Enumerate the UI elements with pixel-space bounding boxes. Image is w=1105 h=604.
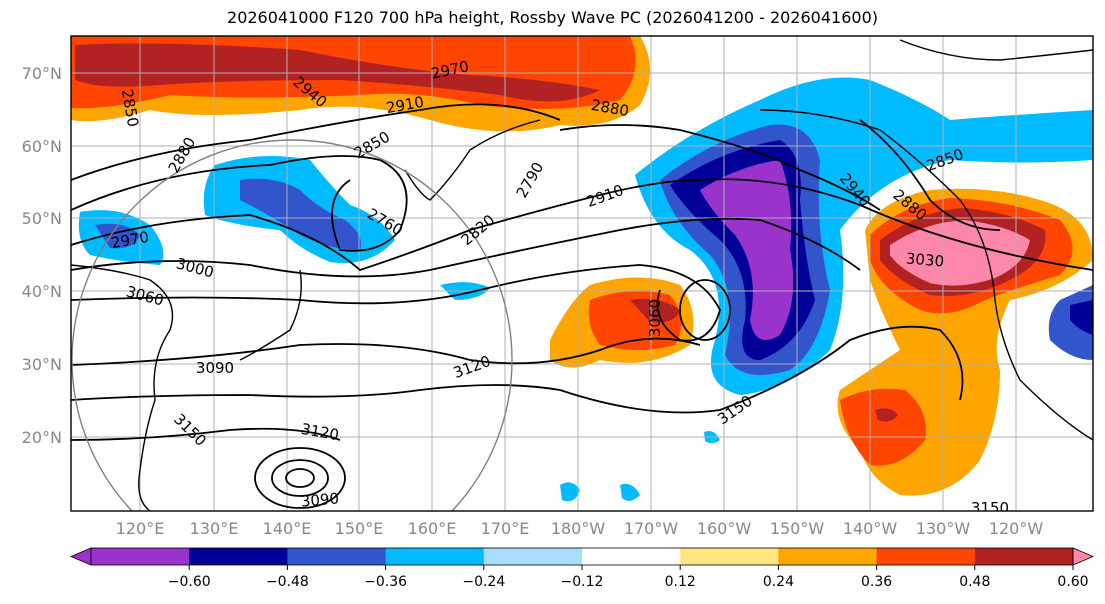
colorbar-segment xyxy=(189,548,288,565)
contour-high-mid xyxy=(271,459,329,497)
shade-darkred-south xyxy=(875,408,898,422)
contour-label: 3090 xyxy=(300,489,340,510)
coastlines xyxy=(71,39,1093,511)
colorbar-segment xyxy=(974,548,1074,565)
coast-japan xyxy=(239,269,302,361)
colorbar-tick-label: −0.36 xyxy=(364,574,407,590)
colorbar-segment xyxy=(876,548,976,565)
contour-low-central xyxy=(679,279,731,341)
graticule xyxy=(71,36,1093,511)
colorbar-tick-label: 0.36 xyxy=(861,574,892,590)
shade-redorange-south xyxy=(840,388,926,466)
contour-label: 3030 xyxy=(905,249,945,270)
contour-3000 xyxy=(71,217,861,278)
shade-navy-east xyxy=(1070,300,1093,335)
shade-pink-ridge xyxy=(890,220,1030,286)
contour-2940 xyxy=(559,124,881,211)
reference-circle xyxy=(71,139,513,511)
colorbar-tick-label: −0.60 xyxy=(168,574,211,590)
contour-2880-east xyxy=(859,119,1001,231)
shade-purple-trough xyxy=(700,160,794,340)
longitude-labels: 120°E 130°E 140°E 150°E 160°E 170°E 180°W 170°W… xyxy=(116,519,1044,538)
map-title: 2026041000 F120 700 hPa height, Rossby W… xyxy=(227,8,878,27)
colorbar-segment xyxy=(287,548,387,565)
contour-high-inner xyxy=(285,468,315,488)
colorbar-extend-min xyxy=(69,547,92,566)
longitude-label: 170°E xyxy=(481,519,530,538)
longitude-label: 120°E xyxy=(116,519,165,538)
colorbar-tick-label: 0.24 xyxy=(763,574,794,590)
contour-label-text: 3030 xyxy=(905,249,945,270)
shade-darkred-central xyxy=(630,298,680,323)
latitude-label: 40°N xyxy=(22,282,62,301)
contour-label-text: 3090 xyxy=(196,359,234,377)
colorbar-segment xyxy=(778,548,878,565)
colorbar-segment xyxy=(483,548,583,565)
shade-darkred-north xyxy=(75,43,600,102)
longitude-label: 160°W xyxy=(697,519,752,538)
coast-asia xyxy=(71,264,174,511)
shade-blue-nwp xyxy=(240,178,361,250)
colorbar-tick-label: 0.12 xyxy=(665,574,696,590)
longitude-label: 140°W xyxy=(843,519,898,538)
contour-label: 3060 xyxy=(646,299,664,337)
coast-north-america xyxy=(759,109,1093,441)
longitude-label: 150°E xyxy=(335,519,384,538)
latitude-label: 60°N xyxy=(22,137,62,156)
contour-3120-south xyxy=(71,427,341,441)
shade-sky-speck1 xyxy=(560,482,580,502)
latitude-label: 30°N xyxy=(22,355,62,374)
colorbar-tick-label: 0.48 xyxy=(959,574,990,590)
contour-3150 xyxy=(71,325,964,414)
height-contours xyxy=(71,103,1093,509)
map-frame xyxy=(70,35,1094,512)
longitude-label: 180°W xyxy=(551,519,606,538)
longitude-label: 160°E xyxy=(408,519,457,538)
colorbar-tick-label: 0.60 xyxy=(1057,574,1088,590)
contour-label: 3150 xyxy=(971,499,1009,517)
latitude-label: 20°N xyxy=(22,428,62,447)
longitude-label: 170°W xyxy=(624,519,679,538)
colorbar-tick-label: −0.48 xyxy=(266,574,309,590)
contour-2910 xyxy=(71,103,561,181)
longitude-label: 130°W xyxy=(916,519,971,538)
contour-2850 xyxy=(71,155,408,252)
latitude-labels: 70°N 60°N 50°N 40°N 30°N 20°N xyxy=(22,64,62,447)
coast-kamchatka xyxy=(404,119,541,201)
contour-label-text: 3150 xyxy=(971,499,1009,517)
longitude-label: 120°W xyxy=(989,519,1044,538)
latitude-label: 70°N xyxy=(22,64,62,83)
contour-label-text: 3060 xyxy=(646,299,664,337)
colorbar-segment xyxy=(582,548,681,565)
contour-label-text: 3090 xyxy=(300,489,340,510)
colorbar-segment xyxy=(680,548,779,565)
contour-3090 xyxy=(71,337,701,366)
contour-2970 xyxy=(71,178,1093,272)
shade-sky-speck2 xyxy=(620,483,640,501)
colorbar-extend-max xyxy=(1072,547,1095,566)
latitude-label: 50°N xyxy=(22,209,62,228)
longitude-label: 130°E xyxy=(190,519,239,538)
contour-high-outer xyxy=(254,447,346,509)
colorbar-segment xyxy=(385,548,485,565)
contour-label: 3090 xyxy=(196,359,234,377)
colorbar-tick-label: −0.12 xyxy=(561,574,604,590)
coast-alaska xyxy=(899,39,1093,61)
colorbar-tick-label: −0.24 xyxy=(462,574,505,590)
longitude-label: 140°E xyxy=(263,519,312,538)
colorbar: −0.60 −0.48 −0.36 −0.24 −0.12 0.12 0.24 0.36 0.4… xyxy=(69,547,1095,590)
colorbar-segment xyxy=(91,548,190,565)
longitude-label: 150°W xyxy=(770,519,825,538)
